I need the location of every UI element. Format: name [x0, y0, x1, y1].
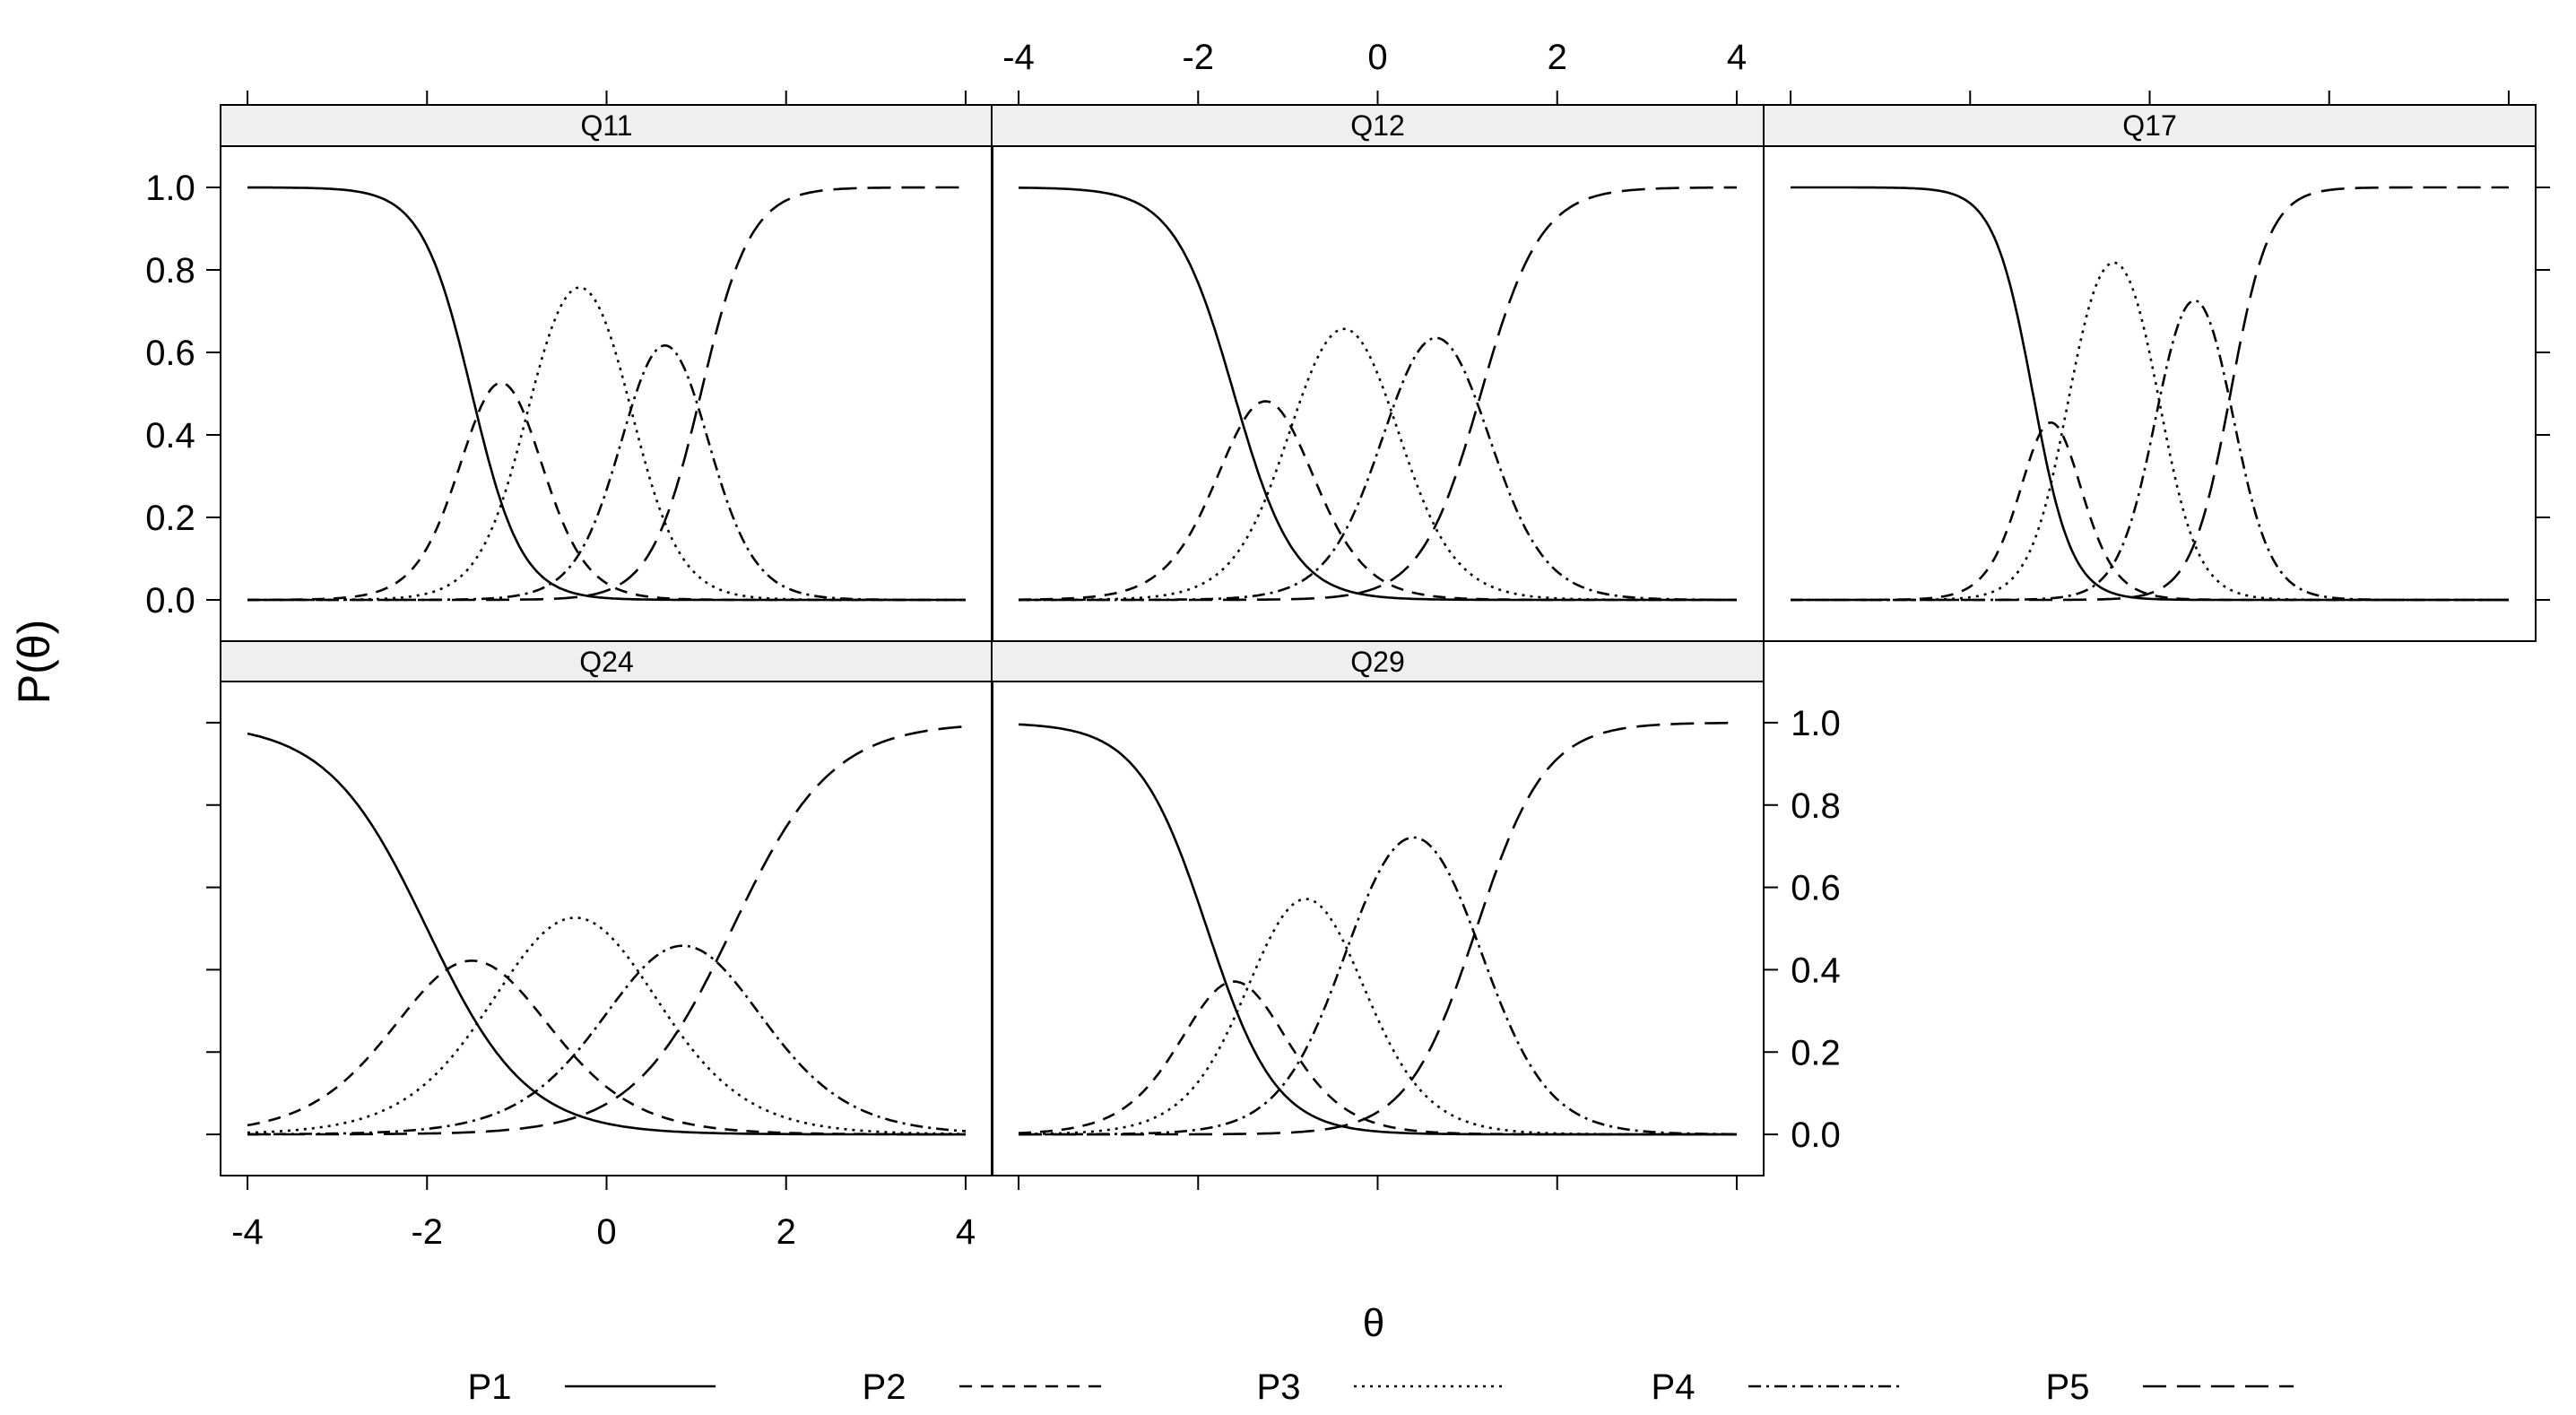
axes-layer: -4 -2 0 2 40.00.20.40.60.81.0-4 -2 0 2 40.00.20.…	[145, 38, 2550, 1252]
panel-q17: Q17	[1763, 104, 2537, 642]
x-tick-label: 4	[1727, 38, 1747, 77]
series-p1	[247, 732, 966, 1136]
series-p4	[247, 343, 966, 602]
legend-item-p2: P2	[863, 1367, 1110, 1407]
panel-frame	[220, 681, 993, 1176]
series-p5	[1019, 721, 1737, 1136]
y-axis-right-q17	[2536, 187, 2550, 601]
series-p2	[1019, 400, 1737, 602]
y-tick-label: 0.2	[1791, 1033, 1841, 1072]
series-p5	[1791, 186, 2509, 602]
panel-title: Q24	[579, 646, 633, 678]
panel-frame	[991, 145, 1765, 642]
x-tick-label: 2	[776, 1212, 796, 1252]
y-tick-label: 0.0	[1791, 1116, 1841, 1155]
series-p5	[247, 186, 966, 602]
legend-label: P2	[863, 1367, 906, 1407]
panel-title: Q17	[2122, 109, 2176, 142]
series-p3	[247, 286, 966, 602]
series-p1	[1018, 723, 1737, 1136]
legend-item-p4: P4	[1652, 1367, 1899, 1407]
curves	[1791, 186, 2509, 602]
series-p1	[247, 186, 966, 602]
x-axis-bottom-q29	[1018, 1176, 1738, 1190]
series-p5	[247, 725, 967, 1136]
legend-label: P5	[2046, 1367, 2090, 1407]
y-axis-label: P(θ)	[9, 620, 59, 704]
panels-layer: Q11 Q12 Q17 Q24 Q29	[220, 104, 2537, 1176]
series-p4	[1019, 336, 1737, 602]
y-tick-label: 1.0	[145, 169, 195, 208]
legend-label: P4	[1652, 1367, 1696, 1407]
legend-item-p5: P5	[2046, 1367, 2294, 1407]
x-axis-top-q11	[247, 91, 967, 105]
x-tick-label: 2	[1548, 38, 1567, 77]
x-axis-label: θ	[1363, 1301, 1384, 1345]
panel-title: Q29	[1350, 646, 1404, 678]
panel-frame	[1763, 145, 2537, 642]
x-tick-label: -4	[231, 1212, 264, 1252]
series-p2	[247, 381, 966, 602]
curves	[247, 186, 966, 602]
series-p5	[1019, 186, 1737, 602]
legend-label: P1	[468, 1367, 512, 1407]
curves	[247, 725, 967, 1136]
legend: P1 P2 P3 P4 P5	[468, 1367, 2294, 1407]
series-p2	[247, 959, 966, 1136]
series-p2	[1791, 421, 2509, 602]
panel-title: Q12	[1350, 109, 1404, 142]
y-axis-left-q24	[206, 721, 221, 1136]
panel-frame	[991, 681, 1765, 1176]
curves	[1018, 721, 1737, 1136]
x-tick-label: -4	[1002, 38, 1035, 77]
y-tick-label: 0.8	[1791, 786, 1841, 826]
y-tick-label: 0.6	[1791, 869, 1841, 908]
legend-item-p1: P1	[468, 1367, 716, 1407]
x-tick-label: 0	[596, 1212, 616, 1252]
curves	[1018, 186, 1737, 602]
y-tick-label: 0.0	[145, 581, 195, 621]
x-axis-bottom-q24: -4 -2 0 2 4	[231, 1176, 976, 1252]
series-p1	[1018, 187, 1737, 602]
legend-label: P3	[1257, 1367, 1301, 1407]
x-tick-label: -2	[411, 1212, 443, 1252]
panel-frame	[220, 145, 993, 642]
x-tick-label: 4	[956, 1212, 976, 1252]
series-p3	[1791, 261, 2509, 602]
x-tick-label: -2	[1182, 38, 1214, 77]
panel-q12: Q12	[991, 104, 1765, 642]
x-axis-top-q12: -4 -2 0 2 4	[1002, 38, 1747, 105]
strip-background	[991, 640, 1765, 682]
y-tick-label: 0.6	[145, 334, 195, 373]
strip-background	[220, 104, 993, 147]
y-axis-left-q11: 0.0 0.2 0.4 0.6 0.8 1.0	[145, 169, 221, 621]
y-tick-label: 0.4	[1791, 951, 1841, 990]
series-p3	[1019, 898, 1737, 1136]
y-tick-label: 1.0	[1791, 704, 1841, 743]
x-axis-top-q17	[1790, 91, 2510, 105]
series-p3	[247, 916, 967, 1135]
x-tick-label: 0	[1367, 38, 1387, 77]
panel-title: Q11	[580, 109, 632, 142]
y-tick-label: 0.4	[145, 416, 195, 456]
panel-q11: Q11	[220, 104, 993, 642]
series-p3	[1019, 327, 1737, 602]
strip-background	[991, 104, 1765, 147]
y-axis-right-q29: 0.0 0.2 0.4 0.6 0.8 1.0	[1764, 704, 1841, 1155]
series-p4	[247, 944, 967, 1136]
panel-q24: Q24	[220, 640, 993, 1176]
y-tick-label: 0.2	[145, 499, 195, 538]
series-p1	[1791, 186, 2509, 602]
series-p4	[1791, 299, 2509, 602]
series-p4	[1019, 836, 1737, 1136]
panel-q29: Q29	[991, 640, 1765, 1176]
y-tick-label: 0.8	[145, 251, 195, 291]
legend-item-p3: P3	[1257, 1367, 1505, 1407]
